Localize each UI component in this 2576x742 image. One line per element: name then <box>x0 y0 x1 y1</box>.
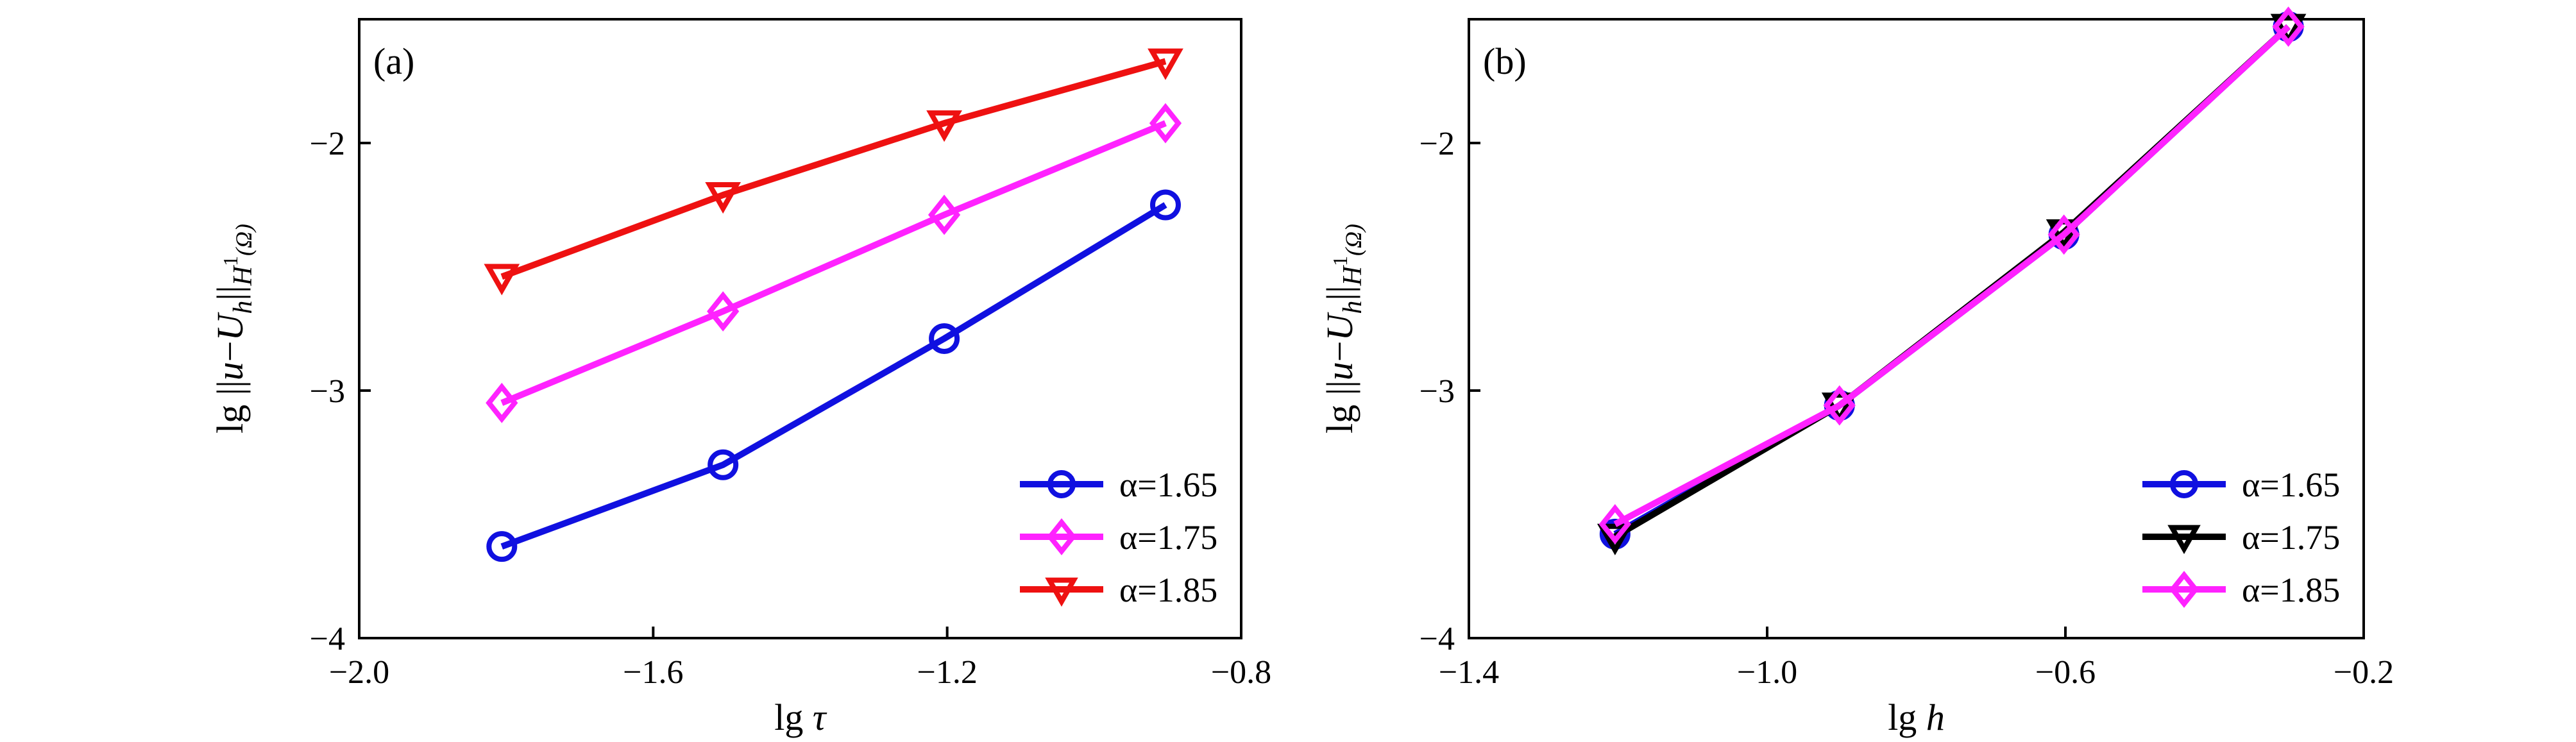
y-axis-label-part: lg || <box>209 380 251 434</box>
data-point <box>2272 6 2305 47</box>
legend-label: α=1.65 <box>2242 466 2340 504</box>
x-tick-label: −1.2 <box>917 654 978 691</box>
x-tick-label: −0.6 <box>2035 654 2096 691</box>
series-line <box>500 120 1167 406</box>
y-axis-label-part: − <box>209 341 251 362</box>
y-tick-label: −3 <box>1419 373 1455 410</box>
data-point <box>1597 523 1633 555</box>
data-point <box>926 110 962 142</box>
y-tick-label: −2 <box>310 126 345 162</box>
y-axis-label-part: − <box>1319 341 1360 362</box>
y-axis-label: lg ||u−Uh||H1(Ω) <box>1319 224 1368 434</box>
x-tick-label: −1.0 <box>1737 654 1797 691</box>
y-axis-label-part: || <box>209 285 251 300</box>
x-tick-label: −1.4 <box>1439 654 1499 691</box>
legend-marker <box>1047 470 1076 498</box>
x-tick-label: −2.0 <box>329 654 389 691</box>
data-point <box>707 291 740 332</box>
y-axis-label-part: (Ω) <box>231 224 257 256</box>
data-point <box>1149 189 1181 221</box>
legend-entry: α=1.75 <box>2142 518 2340 557</box>
legend-marker <box>2167 525 2201 555</box>
series-line <box>500 202 1167 550</box>
series-1 <box>1597 13 2307 555</box>
data-point <box>2270 13 2307 46</box>
plot-frame <box>1468 18 2365 639</box>
series-1 <box>486 103 1182 423</box>
data-point <box>1149 103 1182 144</box>
x-tick-label: −0.2 <box>2334 654 2394 691</box>
panel-b: −1.4 −1.0 −0.6 −0.2−4−3−2(b)lg hlg ||u−Uh||… <box>1319 6 2394 738</box>
legend-marker <box>2169 571 2199 608</box>
series-2 <box>484 48 1183 296</box>
y-axis-label-part: U <box>209 311 251 341</box>
y-tick-label: −3 <box>310 373 345 410</box>
data-point <box>928 194 961 235</box>
series-line <box>1613 24 2291 537</box>
y-tick-label: −4 <box>1419 621 1455 657</box>
legend-label: α=1.85 <box>1119 571 1217 609</box>
plot-frame <box>358 18 1242 639</box>
data-point <box>2047 214 2080 255</box>
legend-label: α=1.85 <box>2242 571 2340 609</box>
y-axis-label: lg ||u−Uh||H1(Ω) <box>209 224 258 434</box>
y-axis-label-part: 1 <box>1328 256 1352 266</box>
y-axis-label-part: || <box>1319 285 1360 300</box>
x-tick-label: −1.6 <box>623 654 683 691</box>
data-point <box>705 182 741 214</box>
y-axis-label-part: 1 <box>219 256 242 266</box>
y-axis-label-part: lg || <box>1319 380 1360 434</box>
legend-entry: α=1.65 <box>1020 466 1217 504</box>
data-point <box>484 264 520 296</box>
y-axis-label-part: H <box>228 264 258 286</box>
x-axis-label-variable: h <box>1926 696 1945 738</box>
legend-marker <box>1046 518 1077 555</box>
y-tick-label: −4 <box>310 621 345 657</box>
legend-entry: α=1.75 <box>1020 518 1217 557</box>
series-line <box>500 58 1167 280</box>
y-axis-label-part: (Ω) <box>1341 224 1366 256</box>
x-axis-label-variable: τ <box>813 696 827 738</box>
y-axis-label-part: H <box>1338 264 1368 286</box>
y-axis-label-part: h <box>228 301 258 314</box>
x-tick-label: −0.8 <box>1211 654 1271 691</box>
data-point <box>929 323 960 354</box>
data-point <box>708 449 739 480</box>
legend-label: α=1.75 <box>2242 518 2340 557</box>
y-axis-label-part: u <box>209 362 251 380</box>
y-tick-label: −2 <box>1419 126 1455 162</box>
x-axis-label-prefix: lg <box>1888 696 1926 738</box>
data-point <box>1598 504 1631 544</box>
series-0 <box>1599 11 2304 550</box>
series-line <box>1613 24 2291 527</box>
legend-marker <box>2170 470 2198 498</box>
legend-entry: α=1.85 <box>2142 571 2340 609</box>
data-point <box>486 382 518 423</box>
legend-entry: α=1.85 <box>1020 571 1217 609</box>
y-axis-label-part: h <box>1338 301 1368 314</box>
series-0 <box>486 189 1181 562</box>
panel-label: (b) <box>1483 40 1527 82</box>
panel-a: −2.0 −1.6 −1.2 −0.8 −4 −3 −2 (a) lg τ lg ||u−Uh||… <box>209 18 1271 738</box>
data-point <box>1823 385 1856 426</box>
x-axis-label: lg h <box>1888 696 1945 738</box>
data-point <box>486 531 518 562</box>
legend-entry: α=1.65 <box>2142 466 2340 504</box>
legend-label: α=1.65 <box>1119 466 1217 504</box>
x-axis-label: lg τ <box>774 696 827 738</box>
y-axis-label-part: u <box>1319 362 1360 380</box>
x-axis-label-prefix: lg <box>774 696 813 738</box>
y-axis-label-part: U <box>1319 311 1360 341</box>
series-2 <box>1598 6 2305 544</box>
data-point <box>1148 48 1183 80</box>
series-line <box>1613 24 2291 540</box>
legend-label: α=1.75 <box>1119 518 1217 557</box>
legend-marker <box>1045 577 1078 607</box>
panel-label: (a) <box>373 40 414 82</box>
